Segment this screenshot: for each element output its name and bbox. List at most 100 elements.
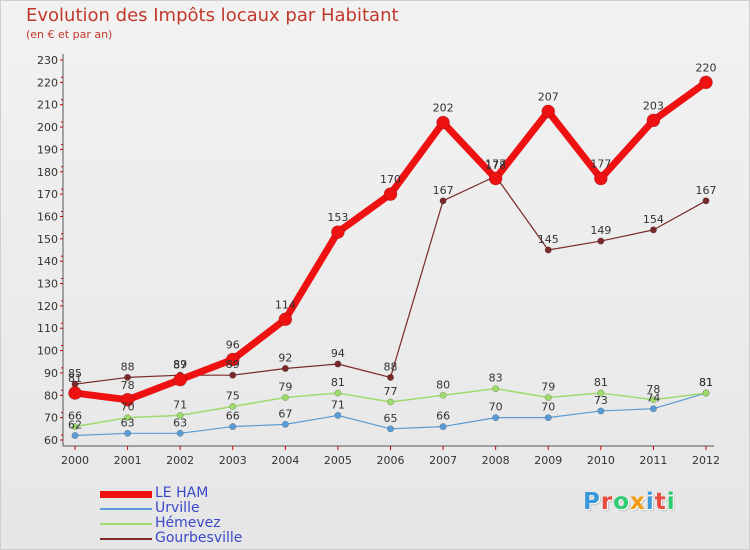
legend-label: LE HAM — [155, 485, 209, 501]
data-label: 81 — [699, 376, 713, 389]
x-tick-label: 2004 — [271, 454, 299, 467]
data-label: 78 — [121, 379, 135, 392]
data-point — [649, 396, 657, 404]
x-tick-label: 2001 — [114, 454, 142, 467]
data-point — [544, 246, 552, 254]
legend-label: Urville — [155, 500, 200, 516]
y-tick-label: 100 — [37, 345, 58, 358]
y-tick-label: 170 — [37, 188, 58, 201]
data-label: 73 — [594, 394, 608, 407]
data-label: 88 — [384, 360, 398, 373]
data-point — [281, 394, 289, 402]
data-point — [176, 411, 184, 419]
data-label: 88 — [121, 360, 135, 373]
data-label: 63 — [173, 416, 187, 429]
data-label: 203 — [643, 99, 664, 112]
data-point — [436, 115, 450, 130]
data-point — [386, 373, 394, 381]
data-point — [597, 237, 605, 245]
data-point — [386, 425, 394, 433]
data-label: 70 — [489, 401, 503, 414]
data-point — [649, 226, 657, 234]
data-point — [278, 312, 293, 327]
data-label: 78 — [646, 383, 660, 396]
data-point — [439, 423, 447, 431]
logo-letter: o — [613, 489, 631, 515]
data-label: 89 — [173, 358, 187, 371]
y-tick-label: 130 — [37, 278, 58, 291]
data-label: 75 — [226, 389, 240, 402]
data-label: 74 — [646, 392, 660, 405]
data-label: 153 — [327, 211, 348, 224]
data-label: 79 — [278, 381, 292, 394]
data-label: 96 — [226, 339, 240, 352]
data-point — [71, 423, 79, 431]
data-point — [439, 197, 447, 205]
data-point — [646, 113, 661, 128]
data-point — [281, 420, 289, 428]
data-point — [544, 414, 552, 422]
legend-swatch — [100, 523, 152, 525]
data-point — [492, 414, 500, 422]
data-label: 80 — [436, 378, 450, 391]
data-point — [71, 432, 79, 440]
data-label: 81 — [594, 376, 608, 389]
y-tick-label: 90 — [44, 367, 58, 380]
x-tick-label: 2002 — [166, 454, 194, 467]
data-point — [439, 391, 447, 399]
data-point — [386, 398, 394, 406]
chart-subtitle: (en € et par an) — [26, 28, 113, 41]
x-tick-label: 2003 — [219, 454, 247, 467]
legend-swatch — [100, 538, 152, 540]
data-label: 89 — [226, 358, 240, 371]
data-point — [699, 75, 713, 90]
series-line — [74, 175, 707, 385]
data-point — [281, 364, 289, 372]
data-point — [492, 385, 500, 393]
data-point — [229, 371, 237, 379]
data-label: 220 — [696, 61, 717, 74]
y-tick-label: 190 — [37, 143, 58, 156]
logo-letter: r — [600, 489, 614, 515]
data-point — [229, 423, 237, 431]
x-tick-label: 2010 — [587, 454, 615, 467]
data-label: 177 — [485, 157, 506, 170]
data-point — [702, 389, 710, 397]
data-point — [334, 389, 342, 397]
data-label: 70 — [121, 401, 135, 414]
x-tick-label: 2012 — [692, 454, 720, 467]
data-point — [488, 171, 503, 186]
x-tick-label: 2000 — [61, 454, 89, 467]
data-label: 66 — [68, 410, 82, 423]
y-tick-label: 110 — [37, 322, 58, 335]
data-label: 114 — [275, 298, 296, 311]
data-label: 167 — [433, 184, 454, 197]
y-tick-label: 230 — [37, 54, 58, 67]
data-point — [173, 372, 187, 387]
y-tick-label: 200 — [37, 121, 58, 134]
data-point — [225, 352, 240, 367]
data-point — [68, 386, 82, 400]
data-label: 149 — [590, 224, 611, 237]
data-point — [702, 197, 710, 205]
data-label: 81 — [699, 376, 713, 389]
data-label: 65 — [384, 412, 398, 425]
data-label: 62 — [68, 419, 82, 432]
data-point — [544, 394, 552, 402]
y-tick-label: 150 — [37, 233, 58, 246]
data-point — [331, 225, 345, 239]
data-label: 85 — [68, 367, 82, 380]
data-point — [229, 402, 237, 410]
data-point — [124, 429, 132, 437]
data-point — [541, 104, 556, 119]
data-label: 202 — [433, 102, 454, 115]
data-label: 81 — [68, 372, 82, 385]
data-label: 87 — [173, 359, 187, 372]
data-label: 170 — [380, 173, 401, 186]
legend-label: Hémevez — [155, 515, 221, 531]
data-point — [594, 171, 608, 186]
data-point — [597, 389, 605, 397]
x-tick-label: 2009 — [534, 454, 562, 467]
